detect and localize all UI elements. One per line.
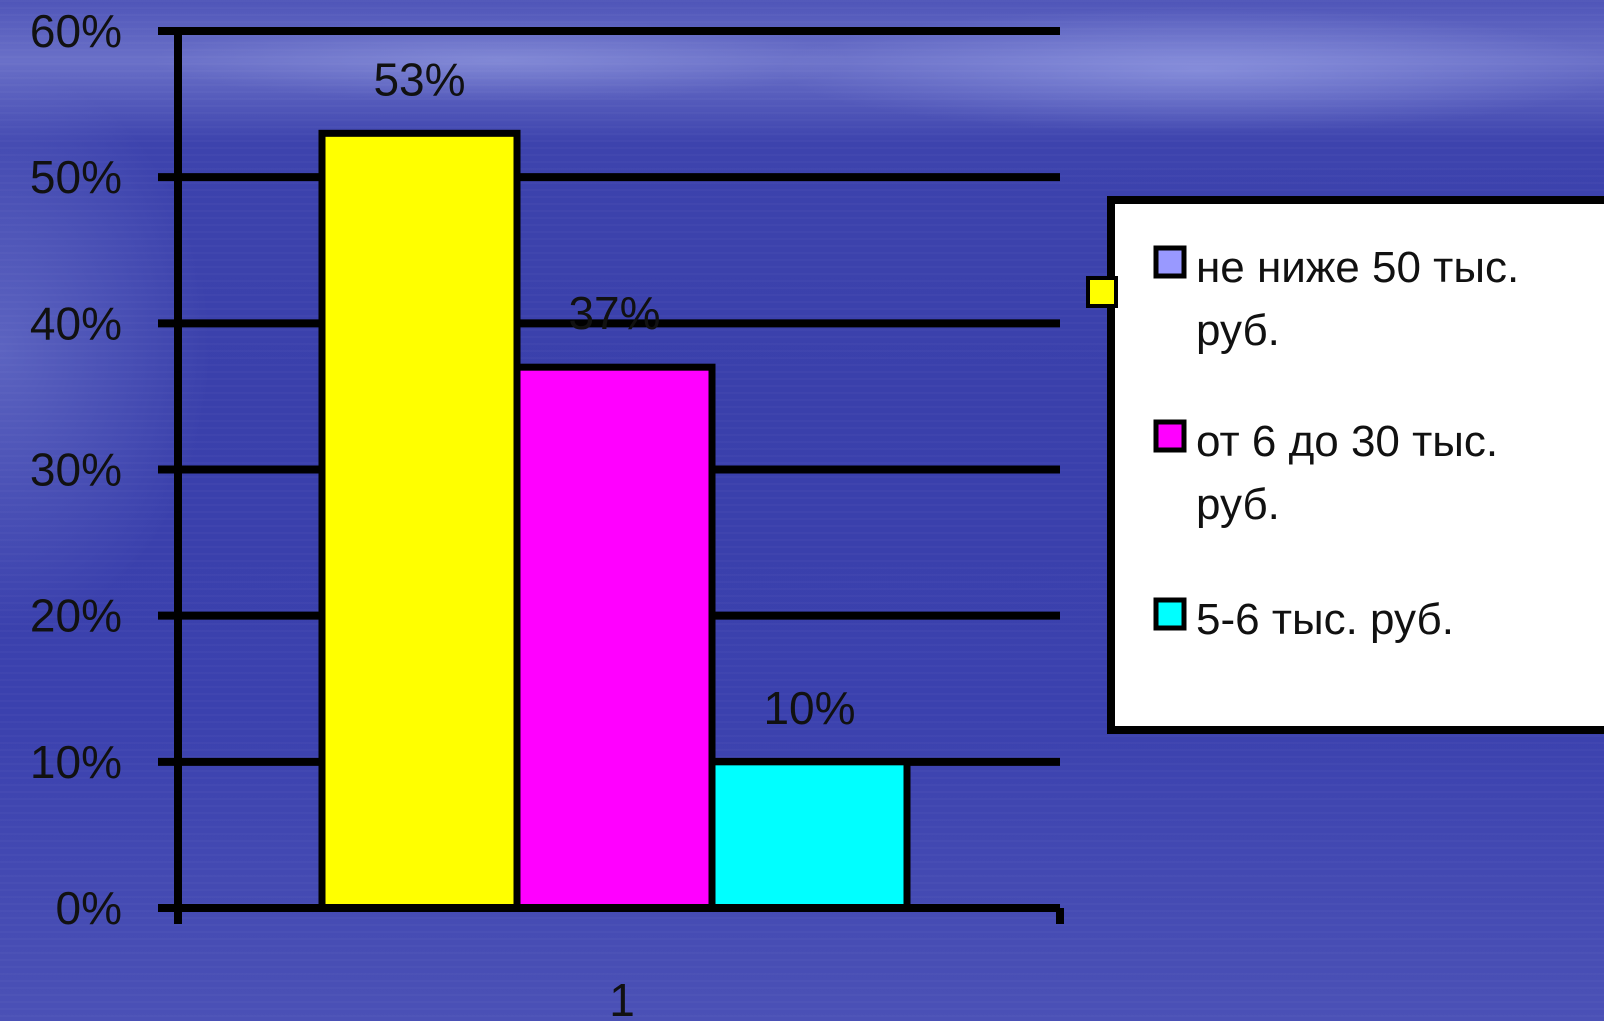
- y-tick-label: 30%: [30, 444, 122, 496]
- data-label: 53%: [373, 53, 465, 105]
- data-label: 37%: [568, 287, 660, 339]
- legend-swatch: [1153, 419, 1187, 453]
- data-labels: 53% 37% 10%: [373, 53, 855, 734]
- legend-label: не ниже 50 тыс.: [1196, 243, 1519, 292]
- data-label: 10%: [763, 682, 855, 734]
- legend-label: руб.: [1196, 480, 1280, 529]
- y-tick-label: 10%: [30, 736, 122, 788]
- y-tick-label: 50%: [30, 151, 122, 203]
- legend-label: руб.: [1196, 306, 1280, 355]
- bar: [318, 129, 521, 912]
- legend-swatch: [1153, 597, 1187, 631]
- selection-handle[interactable]: [1086, 276, 1118, 308]
- bar: [513, 363, 716, 912]
- y-tick-label: 20%: [30, 590, 122, 642]
- y-tick-labels: 0% 10% 20% 30% 40% 50% 60%: [30, 5, 122, 934]
- legend-swatch: [1153, 245, 1187, 279]
- y-tick-label: 0%: [56, 882, 122, 934]
- y-tick-label: 40%: [30, 297, 122, 349]
- legend-label: от 6 до 30 тыс.: [1196, 417, 1498, 466]
- legend-box[interactable]: [1107, 196, 1604, 734]
- legend-label: 5-6 тыс. руб.: [1196, 595, 1454, 644]
- x-category-label: 1: [609, 974, 635, 1021]
- legend[interactable]: не ниже 50 тыс. руб. от 6 до 30 тыс. руб. 5-…: [1086, 196, 1604, 734]
- category-labels: 1: [609, 974, 635, 1021]
- bar: [708, 758, 911, 912]
- y-tick-label: 60%: [30, 5, 122, 57]
- bars: [318, 129, 911, 912]
- axes: [158, 27, 1064, 924]
